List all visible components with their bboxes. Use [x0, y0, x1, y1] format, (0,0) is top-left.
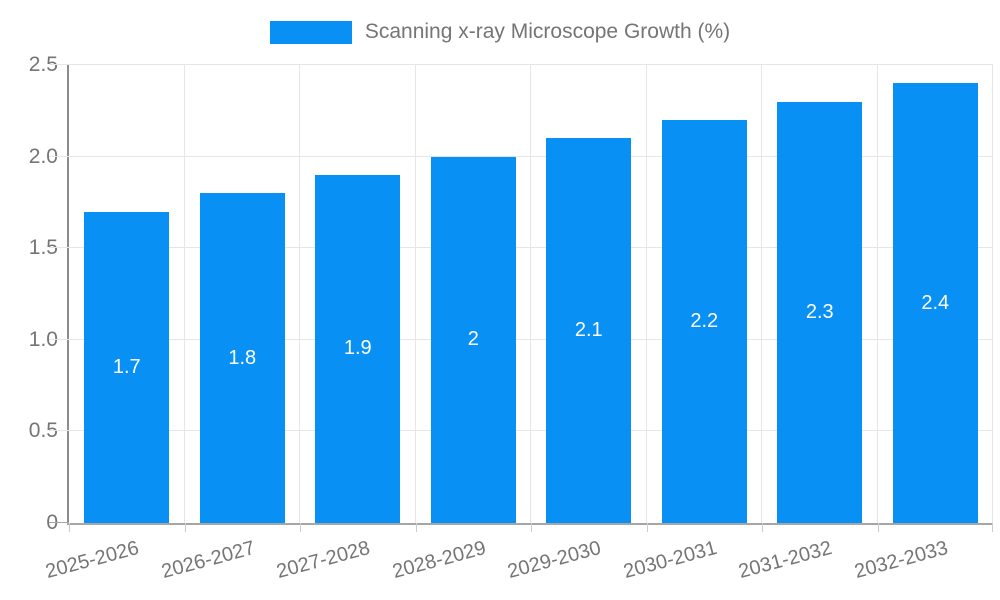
- h-gridline: [69, 64, 993, 65]
- bar: 2: [430, 156, 516, 523]
- h-gridline: [69, 155, 993, 157]
- x-tick-label: 2032-2033: [851, 537, 950, 584]
- x-tick-mark: [646, 523, 648, 532]
- x-tick-mark: [415, 523, 417, 532]
- y-tick-mark: [49, 522, 69, 523]
- x-tick-mark: [300, 523, 301, 532]
- bar: 1.8: [199, 193, 285, 523]
- v-gridline: [414, 65, 416, 523]
- h-gridline: [69, 338, 993, 340]
- y-axis-line: [67, 65, 69, 523]
- v-gridline: [645, 65, 647, 523]
- y-tick-mark: [49, 430, 69, 432]
- x-axis-line: [67, 523, 993, 525]
- bar: 1.9: [315, 174, 401, 523]
- x-tick-label: 2029-2030: [505, 537, 604, 584]
- bar-value-label: 2: [467, 328, 479, 351]
- x-tick-mark: [762, 523, 763, 532]
- y-tick-mark: [49, 155, 69, 157]
- y-tick-mark: [49, 64, 69, 65]
- x-tick-label: 2027-2028: [274, 537, 373, 584]
- bar-value-label: 2.2: [690, 309, 719, 332]
- x-tick-mark: [184, 523, 186, 532]
- bar-value-label: 2.3: [805, 300, 834, 323]
- v-gridline: [183, 65, 185, 523]
- bar-value-label: 1.9: [343, 337, 372, 360]
- x-tick-label: 2031-2032: [736, 537, 835, 584]
- v-gridline: [761, 65, 762, 523]
- bar: 2.2: [661, 119, 747, 523]
- x-tick-label: 2030-2031: [620, 537, 719, 584]
- v-gridline: [876, 65, 878, 523]
- y-tick-label: 1.5: [28, 236, 58, 260]
- bar-value-label: 1.8: [228, 346, 257, 369]
- x-tick-mark: [69, 523, 70, 532]
- h-gridline: [69, 430, 993, 432]
- x-tick-label: 2026-2027: [158, 537, 257, 584]
- v-gridline: [530, 65, 531, 523]
- v-gridline: [992, 65, 993, 523]
- bar-value-label: 2.1: [574, 319, 603, 342]
- plot-area: 1.7 1.8 1.9 2 2.1 2.2 2.3 2.4: [67, 64, 993, 525]
- legend-label: Scanning x-ray Microscope Growth (%): [364, 20, 731, 43]
- h-gridline: [69, 247, 993, 249]
- x-tick-label: 2028-2029: [389, 537, 488, 584]
- y-tick-label: 2.5: [28, 53, 58, 76]
- legend-color-swatch: [269, 20, 352, 44]
- y-tick-label: 0.5: [28, 419, 58, 443]
- y-tick-label: 1.0: [28, 327, 58, 351]
- y-tick-mark: [49, 247, 69, 249]
- bar-value-label: 2.4: [921, 291, 950, 314]
- x-tick-label: 2025-2026: [43, 537, 142, 584]
- x-tick-mark: [992, 523, 993, 532]
- bar: 2.3: [777, 101, 863, 523]
- y-tick-label: 2.0: [28, 144, 58, 168]
- x-tick-mark: [531, 523, 532, 532]
- v-gridline: [299, 65, 300, 523]
- y-tick-label: 0: [6, 511, 58, 535]
- y-tick-mark: [49, 338, 69, 340]
- chart-legend: Scanning x-ray Microscope Growth (%): [0, 18, 1000, 46]
- bar: 2.4: [892, 83, 978, 523]
- bar: 1.7: [84, 211, 170, 523]
- x-tick-mark: [877, 523, 879, 532]
- bar-value-label: 1.7: [112, 355, 141, 378]
- bar: 2.1: [546, 138, 632, 523]
